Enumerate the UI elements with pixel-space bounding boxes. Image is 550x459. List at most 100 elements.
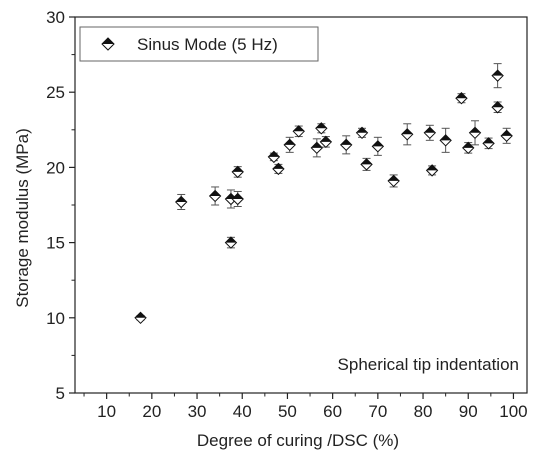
point-marker [175,195,188,209]
data-point [134,311,147,325]
diamond-fill-top [361,158,373,165]
diamond-fill-top [455,92,467,99]
diamond-fill-top [320,136,332,142]
point-marker [134,311,147,325]
data-point [439,127,452,153]
diamond-fill-top [232,193,244,199]
diamond-fill-top [424,127,436,133]
x-tick-label: 100 [499,402,527,421]
x-tick-label: 20 [142,402,161,421]
data-point [339,135,353,155]
data-point [175,193,188,211]
legend-box [79,26,319,62]
point-marker [267,150,281,164]
point-marker [455,92,468,105]
point-marker [224,236,238,249]
point-marker [387,174,400,188]
point-marker [231,165,244,179]
x-tick-label: 30 [188,402,207,421]
data-point [500,127,513,144]
x-tick-label: 70 [368,402,387,421]
diamond-fill-top [225,237,237,243]
legend-label: Sinus Mode (5 Hz) [137,35,278,54]
diamond-fill-top [315,122,327,129]
diamond-fill-top [440,134,452,141]
point-marker [310,141,324,155]
data-point [462,141,475,155]
data-point [292,125,305,138]
point-marker [319,135,333,149]
data-point [272,162,285,176]
x-tick-label: 10 [97,402,116,421]
x-tick-label: 50 [278,402,297,421]
point-marker [491,69,504,82]
x-axis-title: Degree of curing /DSC (%) [197,431,399,450]
point-marker [231,192,244,206]
point-marker [423,126,437,140]
data-point [371,136,385,156]
point-marker [339,138,353,152]
diamond-fill-top [501,130,513,136]
data-point [401,123,414,146]
data-point [283,136,296,153]
ticks: 10 20 30 40 50 60 70 80 90 100 5 10 15 20 25 30 [46,8,528,421]
diamond-fill-top [462,142,474,148]
data-point [319,135,333,149]
data-point [310,138,324,158]
y-tick-label: 25 [46,83,65,102]
y-tick-label: 15 [46,234,65,253]
point-marker [315,122,328,135]
x-tick-label: 40 [233,402,252,421]
point-marker [283,138,296,152]
diamond-fill-top [272,163,284,169]
data-point [387,174,400,188]
data-points [134,63,513,325]
data-point [208,186,222,206]
y-tick-label: 10 [46,309,65,328]
point-marker [439,134,452,147]
diamond-fill-top [372,140,384,147]
x-tick-label: 80 [414,402,433,421]
point-marker [401,128,414,141]
y-tick-label: 20 [46,158,65,177]
diamond-fill-top [284,139,296,145]
data-point [224,236,238,249]
point-marker [272,162,285,176]
point-marker [208,189,222,203]
data-point [231,190,244,208]
data-point [425,164,439,177]
diamond-fill-top [311,142,323,148]
diamond-fill-top [492,101,504,108]
diamond-fill-top [175,196,187,202]
diamond-fill-top [135,312,147,318]
point-marker [462,141,475,155]
data-point [491,101,504,114]
y-tick-label: 5 [56,384,65,403]
x-tick-label: 60 [323,402,342,421]
data-point [455,92,468,105]
diamond-fill-top [469,127,481,133]
data-point [231,165,244,179]
data-point [360,157,373,171]
data-point [315,122,328,135]
legend-marker [101,37,115,51]
data-point [468,120,482,146]
data-point [355,126,369,140]
data-point [491,63,504,89]
point-marker [468,126,482,140]
diamond-fill-top [293,125,305,132]
diamond-fill-top [268,151,280,157]
legend: Sinus Mode (5 Hz) [79,26,319,62]
point-marker [482,137,495,150]
y-tick-label: 30 [46,8,65,27]
point-marker [371,140,385,153]
x-tick-label: 90 [459,402,478,421]
diamond-fill-top [356,127,368,133]
point-marker [491,101,504,114]
diamond-fill-top [102,38,114,44]
diamond-fill-top [492,70,504,76]
y-axis-title: Storage modulus (MPa) [13,128,32,308]
point-marker [355,126,369,140]
plot-frame [74,16,528,394]
